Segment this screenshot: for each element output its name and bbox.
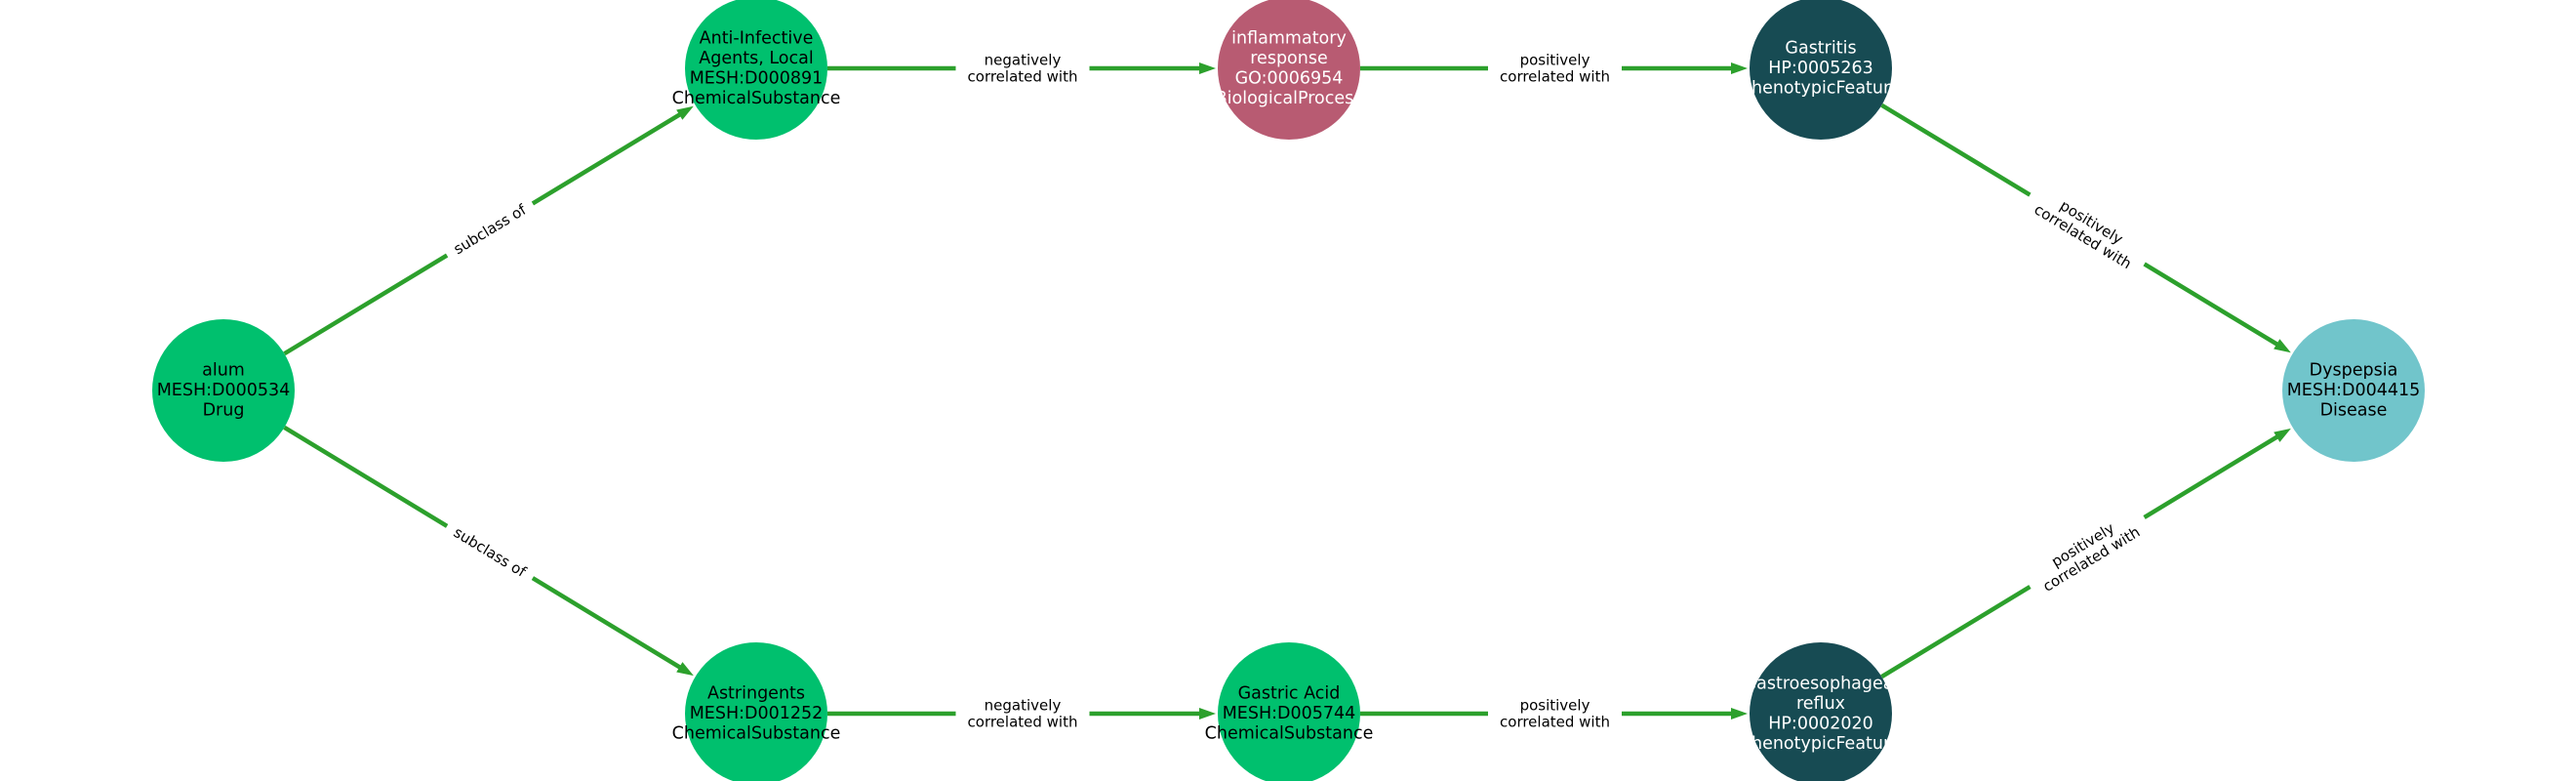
node-label-line: response <box>1250 49 1328 68</box>
edge-label-line: correlated with <box>1500 68 1610 86</box>
edge-label-background <box>2020 501 2154 603</box>
node-label-line: Disease <box>2320 401 2388 421</box>
node-circle <box>1750 642 1892 781</box>
edge-label-line: subclass of <box>451 200 530 258</box>
edge-label-background <box>2020 179 2154 280</box>
node-circle <box>685 642 827 781</box>
node-label-line: GO:0006954 <box>1235 68 1344 88</box>
edge-label: subclass of <box>441 516 539 588</box>
node-circle <box>152 319 295 462</box>
node-label-line: ChemicalSubstance <box>672 724 841 744</box>
edge-label-background <box>441 516 539 588</box>
edge-label-line: correlated with <box>1500 714 1610 731</box>
node-label-line: MESH:D005744 <box>1223 704 1356 723</box>
node-label-line: ChemicalSubstance <box>1205 724 1374 744</box>
node-label-line: HP:0002020 <box>1768 714 1873 733</box>
edge-label-line: correlated with <box>968 714 1078 731</box>
node-label-line: MESH:D004415 <box>2287 381 2421 400</box>
node-label-line: Gastric Acid <box>1238 684 1341 704</box>
node-label-line: Drug <box>203 401 245 421</box>
arrow-head-icon <box>1199 62 1216 74</box>
edge-label-line: positively <box>1520 52 1590 69</box>
node-gerd[interactable]: GastroesophagealrefluxHP:0002020Phenotyp… <box>1741 642 1901 781</box>
arrow-head-icon <box>2274 339 2291 353</box>
node-label-line: Agents, Local <box>699 49 813 68</box>
edge-label-line: correlated with <box>968 68 1078 86</box>
node-circle <box>1218 0 1360 140</box>
node-label-line: PhenotypicFeature <box>1741 79 1900 99</box>
node-label-line: inflammatory <box>1231 28 1347 48</box>
arrow-head-icon <box>2274 428 2291 442</box>
node-inflammatory[interactable]: inflammatoryresponseGO:0006954Biological… <box>1216 0 1363 140</box>
edge-label-background <box>955 50 1090 87</box>
edge-label-line: subclass of <box>451 523 530 581</box>
node-label-line: Astringents <box>707 684 805 704</box>
arrow-head-icon <box>1731 62 1748 74</box>
node-circle <box>1218 642 1360 781</box>
node-circle <box>2282 319 2425 462</box>
node-label-line: ChemicalSubstance <box>672 89 841 108</box>
edge-label-background <box>441 194 539 265</box>
node-label-line: Gastroesophageal <box>1744 674 1899 693</box>
node-label-line: MESH:D000891 <box>690 68 824 88</box>
node-label-line: Dyspepsia <box>2310 361 2398 381</box>
node-gastric-acid[interactable]: Gastric AcidMESH:D005744ChemicalSubstanc… <box>1205 642 1374 781</box>
arrow-head-icon <box>676 662 694 677</box>
arrow-head-icon <box>1199 708 1216 719</box>
node-label-line: Anti-Infective <box>700 28 814 48</box>
node-label-line: MESH:D001252 <box>690 704 824 723</box>
node-circle <box>1750 0 1892 140</box>
node-circle <box>685 0 827 140</box>
arrow-head-icon <box>676 105 694 120</box>
node-label-line: alum <box>202 361 245 381</box>
edge-label: subclass of <box>441 194 539 265</box>
edge-label-background <box>1488 695 1622 732</box>
node-label-line: HP:0005263 <box>1768 59 1873 78</box>
edge-label-background <box>955 695 1090 732</box>
edge-label-line: positively <box>1520 697 1590 715</box>
arrow-head-icon <box>1731 708 1748 719</box>
node-label-line: Gastritis <box>1785 39 1856 59</box>
node-label-line: MESH:D000534 <box>157 381 291 400</box>
edges-layer <box>283 62 2291 719</box>
edge-label-background <box>1488 50 1622 87</box>
node-label-line: reflux <box>1796 694 1845 714</box>
node-label-line: PhenotypicFeature <box>1741 734 1900 754</box>
edge-label-line: negatively <box>985 52 1062 69</box>
edge-label-line: negatively <box>985 697 1062 715</box>
node-label-line: BiologicalProcess <box>1216 89 1363 108</box>
